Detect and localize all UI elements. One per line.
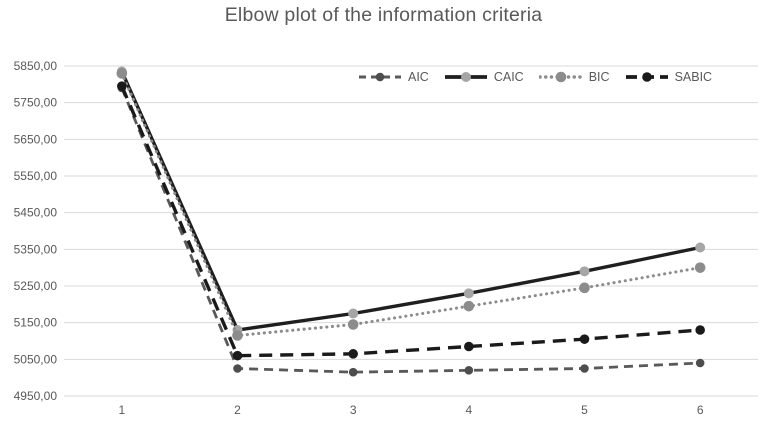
data-point [580, 364, 589, 373]
data-point [347, 319, 359, 330]
series-caic [116, 66, 706, 335]
data-point [233, 364, 242, 373]
x-tick-label: 5 [581, 403, 588, 417]
chart-title: Elbow plot of the information criteria [224, 4, 543, 26]
data-point [232, 350, 243, 361]
series-line [120, 87, 701, 374]
y-tick-label: 5850,00 [14, 59, 58, 73]
y-tick-label: 5250,00 [14, 279, 58, 293]
data-point [463, 300, 475, 312]
legend-item-aic: AIC [358, 70, 429, 84]
x-tick-label: 2 [234, 403, 241, 417]
data-point [695, 358, 705, 368]
y-tick-label: 5050,00 [14, 352, 58, 366]
legend-item-bic: BIC [538, 70, 610, 84]
data-point [695, 242, 706, 253]
x-tick-label: 1 [118, 403, 125, 417]
data-point [348, 308, 359, 319]
legend-marker-sabic [625, 72, 668, 82]
data-point [464, 341, 474, 352]
y-tick-label: 5350,00 [14, 242, 58, 256]
data-point [579, 282, 590, 294]
series-bic [116, 68, 706, 341]
data-point [463, 288, 474, 299]
y-tick-label: 4950,00 [14, 389, 58, 403]
x-tick-label: 3 [350, 403, 357, 417]
legend-label: SABIC [674, 70, 713, 84]
y-tick-label: 5550,00 [14, 169, 58, 183]
series-line [120, 71, 702, 338]
series-line [120, 70, 701, 332]
x-tick-label: 4 [465, 403, 472, 417]
data-point [116, 68, 128, 79]
legend-item-caic: CAIC [444, 70, 524, 84]
series-line [120, 85, 701, 358]
data-point [695, 325, 705, 335]
legend-marker-aic [359, 72, 401, 82]
data-point [464, 366, 474, 375]
data-point [232, 330, 243, 341]
legend-label: CAIC [493, 70, 524, 84]
legend-marker-bic [538, 71, 583, 83]
legend-item-sabic: SABIC [625, 70, 713, 84]
data-point [348, 349, 358, 359]
y-tick-label: 5750,00 [14, 96, 58, 110]
x-tick-label: 6 [697, 403, 704, 417]
data-point [579, 266, 590, 277]
data-point [694, 262, 706, 273]
series-aic [117, 83, 705, 377]
y-tick-label: 5150,00 [14, 316, 58, 330]
data-point [117, 81, 127, 91]
legend-label: BIC [588, 70, 610, 84]
chart-legend: AIC CAIC BIC SABIC [358, 70, 712, 84]
y-tick-label: 5450,00 [14, 206, 58, 220]
data-point [579, 334, 590, 344]
series-sabic [117, 81, 705, 361]
y-tick-label: 5650,00 [14, 132, 58, 146]
legend-marker-caic [444, 72, 487, 82]
legend-label: AIC [408, 70, 429, 84]
data-point [348, 367, 358, 377]
